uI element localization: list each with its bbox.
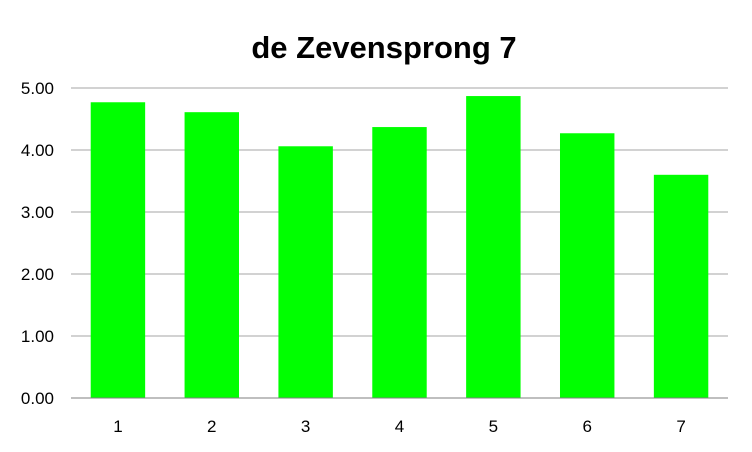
x-tick-label: 7: [676, 417, 685, 436]
y-tick-label: 3.00: [21, 203, 54, 222]
y-tick-label: 2.00: [21, 265, 54, 284]
bar-4: [372, 127, 427, 398]
bar-3: [278, 146, 333, 398]
bar-2: [184, 112, 240, 399]
x-tick-label: 3: [301, 417, 310, 436]
y-tick-label: 0.00: [21, 389, 54, 408]
bars: [90, 96, 709, 399]
y-tick-label: 1.00: [21, 327, 54, 346]
x-tick-label: 2: [207, 417, 216, 436]
x-tick-label: 1: [113, 417, 122, 436]
chart-title: de Zevensprong 7: [251, 30, 516, 65]
x-tick-label: 4: [395, 417, 404, 436]
bar-6: [559, 133, 615, 398]
x-tick-label: 5: [489, 417, 498, 436]
bar-5: [466, 96, 521, 398]
y-tick-label: 5.00: [21, 79, 54, 98]
bar-1: [90, 102, 146, 398]
bar-7: [653, 174, 709, 398]
y-axis-tick-labels: 0.00 1.00 2.00 3.00 4.00 5.00: [21, 79, 54, 408]
x-tick-label: 6: [582, 417, 591, 436]
x-axis-tick-labels: 1 2 3 4 5 6 7: [113, 417, 686, 436]
y-tick-label: 4.00: [21, 141, 54, 160]
